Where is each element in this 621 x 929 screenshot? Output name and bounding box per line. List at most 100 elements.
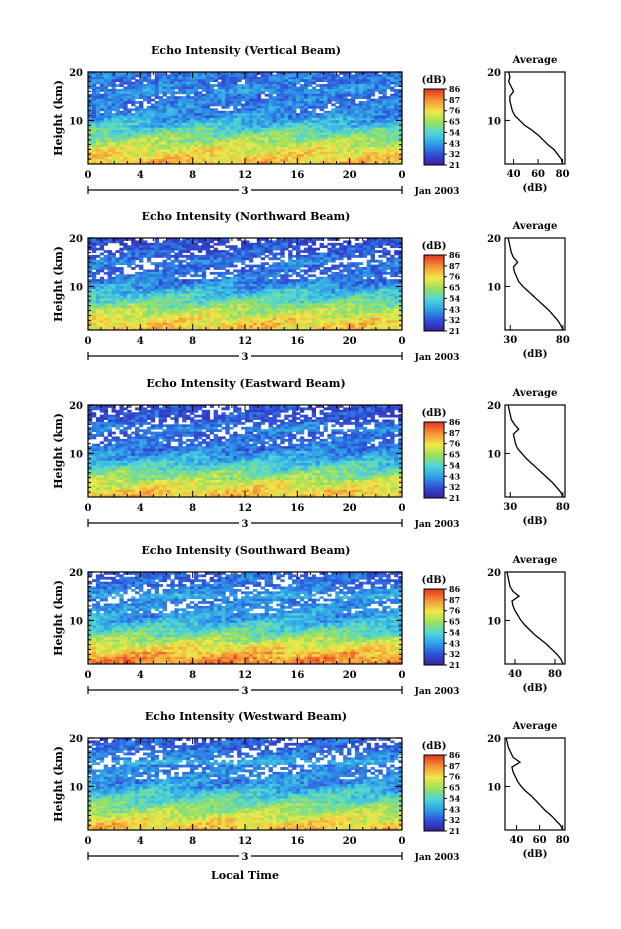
heatmap-cell bbox=[225, 147, 230, 150]
heatmap-cell bbox=[201, 281, 207, 285]
heatmap-cell bbox=[221, 238, 226, 241]
heatmap-cell bbox=[307, 120, 313, 124]
heatmap-cell bbox=[366, 139, 372, 143]
heatmap-cell bbox=[311, 72, 317, 75]
heatmap-cell bbox=[307, 91, 313, 95]
heatmap-cell bbox=[370, 254, 375, 258]
heatmap-cell bbox=[115, 293, 120, 297]
heatmap-cell bbox=[233, 151, 238, 155]
heatmap-cell bbox=[154, 120, 160, 124]
heatmap-cell bbox=[327, 134, 332, 138]
heatmap-cell bbox=[331, 144, 336, 148]
heatmap-cell bbox=[174, 281, 179, 285]
heatmap-cell bbox=[170, 247, 175, 251]
heatmap-cell bbox=[119, 105, 124, 109]
heatmap-cell bbox=[241, 142, 246, 146]
heatmap-cell bbox=[213, 247, 218, 251]
heatmap-cell bbox=[193, 281, 199, 285]
heatmap-cell bbox=[162, 245, 167, 249]
heatmap-cell bbox=[292, 279, 297, 282]
heatmap-cell bbox=[272, 240, 277, 244]
heatmap-cell bbox=[296, 154, 301, 158]
heatmap-cell bbox=[319, 296, 324, 299]
heatmap-cell bbox=[311, 262, 317, 266]
heatmap-cell bbox=[350, 98, 356, 102]
heatmap-cell bbox=[88, 240, 93, 244]
heatmap-cell bbox=[327, 259, 332, 263]
heatmap-cell bbox=[394, 271, 399, 275]
heatmap-cell bbox=[221, 130, 226, 133]
heatmap-cell bbox=[225, 76, 230, 80]
heatmap-cell bbox=[390, 120, 395, 124]
heatmap-cell bbox=[241, 284, 246, 287]
heatmap-cell bbox=[343, 113, 348, 116]
heatmap-cell bbox=[358, 142, 364, 146]
heatmap-cell bbox=[193, 271, 199, 275]
heatmap-cell bbox=[366, 300, 372, 304]
heatmap-cell bbox=[366, 259, 372, 263]
heatmap-cell bbox=[205, 240, 211, 244]
heatmap-cell bbox=[245, 91, 250, 95]
heatmap-cell bbox=[245, 293, 250, 297]
heatmap-cell bbox=[390, 240, 395, 244]
heatmap-cell bbox=[323, 113, 328, 116]
heatmap-cell bbox=[146, 156, 152, 160]
heatmap-cell bbox=[382, 269, 387, 273]
heatmap-cell bbox=[292, 286, 297, 290]
heatmap-cell bbox=[99, 161, 105, 165]
heatmap-cell bbox=[146, 286, 152, 290]
heatmap-cell bbox=[142, 300, 148, 304]
heatmap-cell bbox=[190, 76, 195, 80]
heatmap-cell bbox=[386, 303, 391, 307]
heatmap-cell bbox=[256, 91, 262, 95]
heatmap-cell bbox=[323, 88, 328, 92]
heatmap-cell bbox=[186, 120, 191, 124]
heatmap-cell bbox=[237, 286, 242, 290]
heatmap-cell bbox=[307, 113, 313, 116]
heatmap-cell bbox=[339, 247, 344, 251]
heatmap-cell bbox=[256, 139, 262, 143]
heatmap-cell bbox=[256, 147, 262, 150]
heatmap-cell bbox=[252, 149, 258, 153]
heatmap-cell bbox=[311, 127, 317, 131]
heatmap-cell bbox=[366, 115, 372, 119]
heatmap-cell bbox=[95, 137, 101, 141]
heatmap-cell bbox=[284, 110, 289, 114]
heatmap-cell bbox=[339, 142, 344, 146]
heatmap-cell bbox=[311, 240, 317, 244]
heatmap-cell bbox=[354, 88, 360, 92]
heatmap-cell bbox=[350, 120, 356, 124]
heatmap-cell bbox=[288, 93, 293, 97]
heatmap-cell bbox=[182, 147, 187, 150]
heatmap-cell bbox=[248, 154, 254, 158]
heatmap-cell bbox=[398, 156, 403, 160]
heatmap-cell bbox=[331, 267, 336, 270]
heatmap-cell bbox=[378, 118, 383, 121]
heatmap-cell bbox=[213, 286, 218, 290]
heatmap-cell bbox=[190, 101, 195, 104]
heatmap-cell bbox=[319, 262, 324, 266]
heatmap-cell bbox=[280, 238, 285, 241]
heatmap-cell bbox=[241, 74, 246, 78]
heatmap-cell bbox=[292, 132, 297, 136]
heatmap-cell bbox=[193, 161, 199, 165]
heatmap-cell bbox=[139, 81, 144, 85]
heatmap-cell bbox=[91, 137, 97, 141]
heatmap-cell bbox=[205, 257, 211, 261]
heatmap-cell bbox=[370, 240, 375, 244]
heatmap-cell bbox=[201, 288, 207, 292]
heatmap-cell bbox=[272, 154, 277, 158]
heatmap-cell bbox=[398, 108, 403, 112]
heatmap-cell bbox=[213, 139, 218, 143]
heatmap-cell bbox=[339, 91, 344, 95]
heatmap-cell bbox=[323, 267, 328, 270]
heatmap-cell bbox=[225, 130, 230, 133]
heatmap-cell bbox=[123, 108, 128, 112]
heatmap-cell bbox=[166, 137, 171, 141]
heatmap-cell bbox=[339, 286, 344, 290]
heatmap-cell bbox=[272, 291, 277, 295]
heatmap-cell bbox=[217, 113, 222, 116]
heatmap-cell bbox=[339, 161, 344, 165]
heatmap-cell bbox=[264, 250, 269, 253]
heatmap-cell bbox=[158, 271, 163, 275]
